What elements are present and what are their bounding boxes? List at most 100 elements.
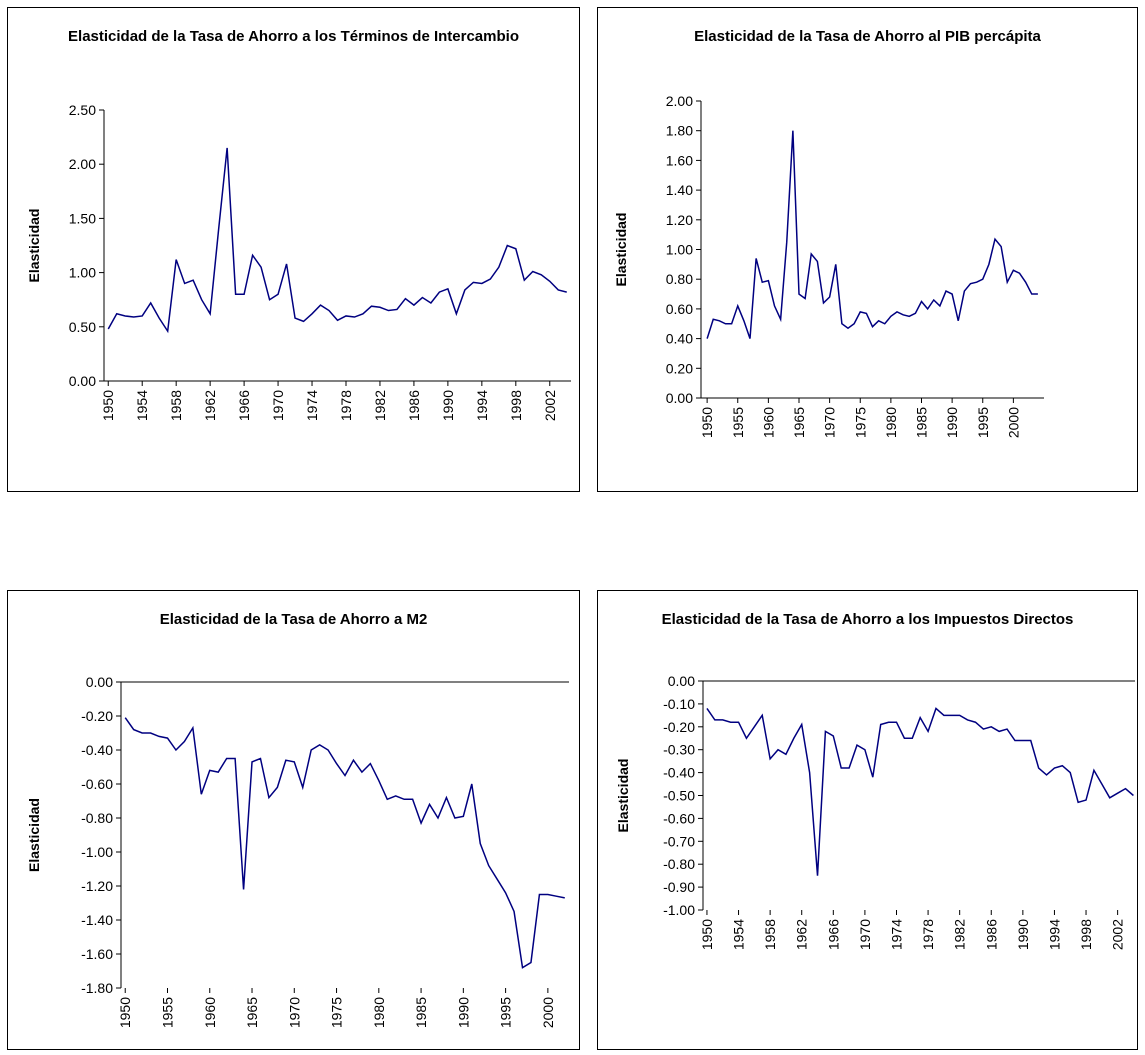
chart-panel: Elasticidad de la Tasa de Ahorro al PIB … — [597, 7, 1138, 492]
chart-title: Elasticidad de la Tasa de Ahorro al PIB … — [694, 28, 1041, 45]
x-tick-label: 1980 — [883, 407, 899, 438]
y-tick-label: 2.50 — [69, 102, 96, 118]
x-tick-label: 1970 — [286, 997, 302, 1028]
x-tick-label: 1980 — [371, 997, 387, 1028]
x-tick-label: 1998 — [1078, 919, 1094, 950]
x-tick-label: 1966 — [825, 919, 841, 950]
chart-panel: Elasticidad de la Tasa de Ahorro a los I… — [597, 590, 1138, 1050]
y-tick-label: 1.40 — [666, 182, 693, 198]
x-tick-label: 1978 — [338, 390, 354, 421]
y-tick-label: 0.50 — [69, 319, 96, 335]
y-axis-label: Elasticidad — [615, 759, 631, 833]
y-tick-label: -0.30 — [663, 742, 695, 758]
x-tick-label: 1950 — [117, 997, 133, 1028]
x-tick-label: 1974 — [888, 919, 904, 950]
x-tick-label: 1986 — [406, 390, 422, 421]
line-series — [706, 130, 1038, 339]
x-tick-label: 1974 — [304, 390, 320, 421]
y-tick-label: 1.50 — [69, 210, 96, 226]
x-tick-label: 1978 — [920, 919, 936, 950]
y-axis-label: Elasticidad — [26, 209, 42, 283]
y-tick-label: -0.60 — [81, 776, 113, 792]
x-tick-label: 1955 — [159, 997, 175, 1028]
x-tick-label: 2002 — [1110, 919, 1126, 950]
x-tick-label: 1958 — [762, 919, 778, 950]
y-tick-label: -0.50 — [663, 788, 695, 804]
y-tick-label: -0.80 — [663, 856, 695, 872]
y-tick-label: 0.00 — [69, 373, 96, 389]
y-tick-label: 1.80 — [666, 123, 693, 139]
x-tick-label: 1994 — [1046, 919, 1062, 950]
y-tick-label: 0.20 — [666, 360, 693, 376]
y-tick-label: 2.00 — [666, 93, 693, 109]
x-tick-label: 1970 — [822, 407, 838, 438]
x-tick-label: 1990 — [944, 407, 960, 438]
line-series — [107, 147, 567, 334]
y-tick-label: 0.00 — [86, 674, 113, 690]
y-tick-label: -0.10 — [663, 696, 695, 712]
x-tick-label: 1965 — [791, 407, 807, 438]
chart-title: Elasticidad de la Tasa de Ahorro a los I… — [661, 611, 1074, 628]
line-series — [124, 717, 565, 969]
y-tick-label: -0.20 — [663, 719, 695, 735]
x-tick-label: 1955 — [730, 407, 746, 438]
x-tick-label: 1962 — [794, 919, 810, 950]
x-tick-label: 2002 — [542, 390, 558, 421]
y-tick-label: 0.00 — [666, 390, 693, 406]
y-tick-label: -0.80 — [81, 810, 113, 826]
y-tick-label: 1.60 — [666, 152, 693, 168]
x-tick-label: 1975 — [852, 407, 868, 438]
x-tick-label: 1950 — [699, 407, 715, 438]
x-tick-label: 1982 — [372, 390, 388, 421]
x-tick-label: 1990 — [455, 997, 471, 1028]
x-tick-label: 1982 — [952, 919, 968, 950]
chart-title: Elasticidad de la Tasa de Ahorro a los T… — [68, 28, 519, 45]
x-tick-label: 1954 — [134, 390, 150, 421]
y-tick-label: -1.00 — [81, 844, 113, 860]
y-tick-label: 1.00 — [666, 242, 693, 258]
x-tick-label: 1958 — [168, 390, 184, 421]
chart: 0.00 0.20 0.40 0.60 0.80 1.00 1.20 1.40 1.60 1.80… — [613, 93, 1044, 438]
y-tick-label: 0.60 — [666, 301, 693, 317]
y-tick-label: -0.90 — [663, 879, 695, 895]
x-tick-label: 1962 — [202, 390, 218, 421]
y-tick-label: 0.40 — [666, 331, 693, 347]
y-tick-label: 2.00 — [69, 156, 96, 172]
y-tick-label: -0.40 — [81, 742, 113, 758]
y-tick-label: -1.20 — [81, 878, 113, 894]
x-tick-label: 1990 — [440, 390, 456, 421]
y-axis-label: Elasticidad — [613, 213, 629, 287]
x-tick-label: 1985 — [914, 407, 930, 438]
x-tick-label: 1965 — [244, 997, 260, 1028]
x-tick-label: 1975 — [329, 997, 345, 1028]
chart: 0.00 0.50 1.00 1.50 2.00 2.50 1950 1954 1958 1962… — [26, 102, 571, 421]
y-tick-label: 0.80 — [666, 271, 693, 287]
x-tick-label: 1960 — [760, 407, 776, 438]
x-tick-label: 1950 — [100, 390, 116, 421]
y-tick-label: 1.20 — [666, 212, 693, 228]
x-tick-label: 1950 — [699, 919, 715, 950]
chart-title: Elasticidad de la Tasa de Ahorro a M2 — [159, 611, 428, 628]
y-tick-label: 1.00 — [69, 265, 96, 281]
x-tick-label: 1966 — [236, 390, 252, 421]
y-tick-label: -1.80 — [81, 980, 113, 996]
x-tick-label: 1954 — [731, 919, 747, 950]
x-tick-label: 1970 — [270, 390, 286, 421]
chart-panel: Elasticidad de la Tasa de Ahorro a los T… — [7, 7, 580, 492]
x-tick-label: 1960 — [202, 997, 218, 1028]
x-tick-label: 1985 — [413, 997, 429, 1028]
x-tick-label: 1970 — [857, 919, 873, 950]
x-tick-label: 1986 — [983, 919, 999, 950]
y-tick-label: -0.20 — [81, 708, 113, 724]
x-tick-label: 2000 — [540, 997, 556, 1028]
x-tick-label: 1998 — [508, 390, 524, 421]
chart: -1.80 -1.60 -1.40 -1.20 -1.00 -0.80 -0.60 -0.40… — [26, 674, 569, 1028]
y-axis-label: Elasticidad — [26, 798, 42, 872]
x-tick-label: 1995 — [975, 407, 991, 438]
chart-panel: Elasticidad de la Tasa de Ahorro a M2 -1… — [7, 590, 580, 1050]
x-tick-label: 2000 — [1005, 407, 1021, 438]
y-tick-label: -1.40 — [81, 912, 113, 928]
x-tick-label: 1994 — [474, 390, 490, 421]
y-tick-label: -0.60 — [663, 810, 695, 826]
x-tick-label: 1995 — [498, 997, 514, 1028]
